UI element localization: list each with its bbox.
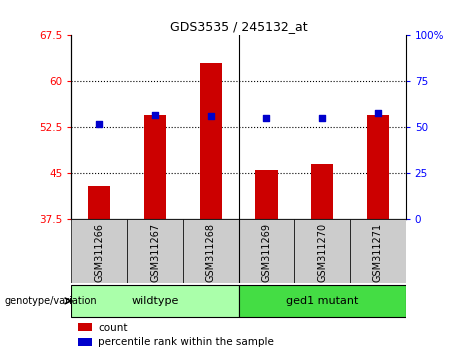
Text: GSM311269: GSM311269 [261,223,272,282]
Bar [311,164,333,219]
Text: GSM311266: GSM311266 [95,223,104,282]
Bar [200,63,222,219]
Text: wildtype: wildtype [131,296,179,306]
Bar [294,219,350,283]
Bar [238,285,406,317]
Bar [78,338,91,346]
Text: percentile rank within the sample: percentile rank within the sample [98,337,274,347]
Point [95,121,103,127]
Bar [255,170,278,219]
Bar [71,285,239,317]
Text: count: count [98,322,128,332]
Bar [366,115,389,219]
Text: ged1 mutant: ged1 mutant [286,296,358,306]
Text: GSM311271: GSM311271 [373,223,383,282]
Bar [71,219,127,283]
Bar [78,324,91,331]
Title: GDS3535 / 245132_at: GDS3535 / 245132_at [170,20,307,33]
Point [207,114,214,119]
Point [319,115,326,121]
Text: GSM311267: GSM311267 [150,223,160,282]
Point [263,115,270,121]
Bar [88,186,111,219]
Bar [183,219,238,283]
Bar [127,219,183,283]
Bar [238,219,294,283]
Point [374,110,382,115]
Text: genotype/variation: genotype/variation [5,296,97,306]
Point [151,112,159,118]
Bar [350,219,406,283]
Text: GSM311268: GSM311268 [206,223,216,282]
Text: GSM311270: GSM311270 [317,223,327,282]
Bar [144,115,166,219]
